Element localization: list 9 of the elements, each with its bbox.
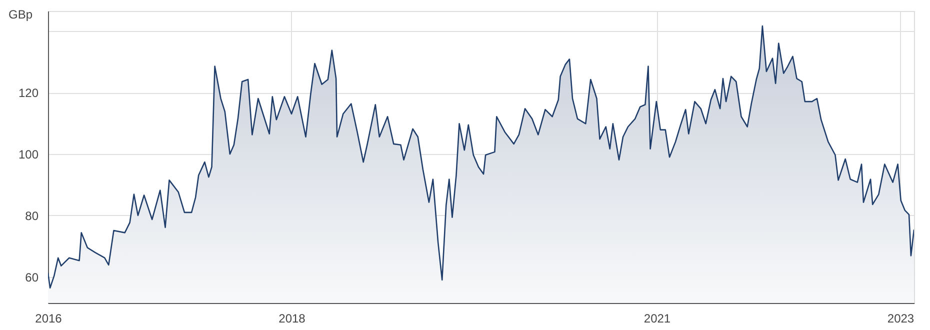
y-tick-label: 100 bbox=[18, 148, 39, 162]
x-tick-label: 2023 bbox=[887, 312, 914, 326]
y-tick-label: 80 bbox=[25, 208, 39, 223]
x-tick-label: 2016 bbox=[35, 312, 62, 326]
x-tick-label: 2021 bbox=[644, 312, 671, 326]
y-tick-label: 120 bbox=[18, 86, 39, 100]
x-tick-label: 2018 bbox=[278, 312, 306, 326]
y-axis-title: GBp bbox=[8, 8, 33, 22]
y-tick-label: 60 bbox=[25, 270, 39, 284]
